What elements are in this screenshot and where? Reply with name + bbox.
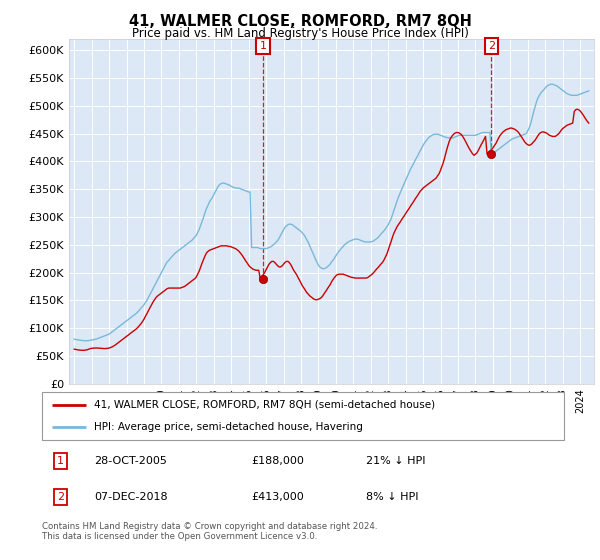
Text: 41, WALMER CLOSE, ROMFORD, RM7 8QH (semi-detached house): 41, WALMER CLOSE, ROMFORD, RM7 8QH (semi… bbox=[94, 400, 436, 410]
Text: 1: 1 bbox=[260, 41, 266, 51]
Text: 2: 2 bbox=[57, 492, 64, 502]
Text: 8% ↓ HPI: 8% ↓ HPI bbox=[365, 492, 418, 502]
Text: 07-DEC-2018: 07-DEC-2018 bbox=[94, 492, 168, 502]
Text: £188,000: £188,000 bbox=[251, 456, 304, 466]
Text: 21% ↓ HPI: 21% ↓ HPI bbox=[365, 456, 425, 466]
Text: 28-OCT-2005: 28-OCT-2005 bbox=[94, 456, 167, 466]
Text: 1: 1 bbox=[57, 456, 64, 466]
Text: 41, WALMER CLOSE, ROMFORD, RM7 8QH: 41, WALMER CLOSE, ROMFORD, RM7 8QH bbox=[128, 14, 472, 29]
Text: Contains HM Land Registry data © Crown copyright and database right 2024.
This d: Contains HM Land Registry data © Crown c… bbox=[42, 522, 377, 542]
Text: £413,000: £413,000 bbox=[251, 492, 304, 502]
Text: Price paid vs. HM Land Registry's House Price Index (HPI): Price paid vs. HM Land Registry's House … bbox=[131, 27, 469, 40]
Text: HPI: Average price, semi-detached house, Havering: HPI: Average price, semi-detached house,… bbox=[94, 422, 363, 432]
Text: 2: 2 bbox=[488, 41, 495, 51]
